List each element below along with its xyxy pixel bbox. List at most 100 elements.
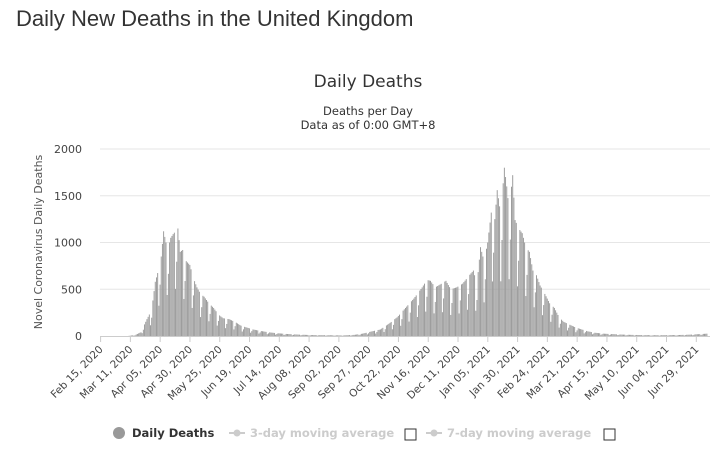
daily-deaths-bar[interactable]: [215, 311, 217, 336]
daily-deaths-bar[interactable]: [640, 335, 642, 336]
daily-deaths-bar[interactable]: [568, 327, 570, 336]
daily-deaths-bar[interactable]: [675, 335, 677, 337]
daily-deaths-bar[interactable]: [408, 321, 410, 336]
daily-deaths-bar[interactable]: [686, 334, 688, 336]
daily-deaths-bar[interactable]: [396, 317, 398, 336]
daily-deaths-bar[interactable]: [246, 327, 248, 336]
daily-deaths-bar[interactable]: [198, 291, 200, 336]
3-day-moving-average-checkbox[interactable]: [404, 428, 417, 441]
daily-deaths-bar[interactable]: [619, 334, 621, 336]
daily-deaths-bar[interactable]: [601, 334, 603, 336]
daily-deaths-bar[interactable]: [487, 242, 489, 337]
daily-deaths-bar[interactable]: [185, 261, 187, 336]
daily-deaths-bar[interactable]: [693, 334, 695, 336]
daily-deaths-bar[interactable]: [139, 332, 141, 336]
daily-deaths-bar[interactable]: [481, 251, 483, 336]
daily-deaths-bar[interactable]: [555, 310, 557, 336]
daily-deaths-bar[interactable]: [495, 204, 497, 336]
daily-deaths-bar[interactable]: [415, 295, 417, 336]
daily-deaths-bar[interactable]: [468, 294, 470, 336]
daily-deaths-bar[interactable]: [326, 335, 328, 336]
daily-deaths-bar[interactable]: [279, 333, 281, 336]
daily-deaths-bar[interactable]: [216, 325, 218, 336]
daily-deaths-bar[interactable]: [681, 334, 683, 336]
daily-deaths-bar[interactable]: [327, 335, 329, 336]
daily-deaths-bar[interactable]: [643, 335, 645, 336]
daily-deaths-bar[interactable]: [533, 307, 535, 336]
daily-deaths-bar[interactable]: [490, 212, 492, 336]
daily-deaths-bar[interactable]: [379, 329, 381, 336]
daily-deaths-bar[interactable]: [391, 329, 393, 336]
daily-deaths-bar[interactable]: [257, 330, 259, 336]
daily-deaths-bar[interactable]: [151, 317, 153, 336]
daily-deaths-bar[interactable]: [197, 289, 199, 336]
daily-deaths-bar[interactable]: [474, 275, 476, 336]
daily-deaths-bar[interactable]: [315, 335, 317, 336]
daily-deaths-bar[interactable]: [558, 327, 560, 336]
daily-deaths-bar[interactable]: [346, 335, 348, 336]
daily-deaths-bar[interactable]: [150, 325, 151, 336]
daily-deaths-bar[interactable]: [609, 334, 611, 336]
daily-deaths-bar[interactable]: [316, 335, 318, 337]
daily-deaths-bar[interactable]: [227, 318, 229, 336]
daily-deaths-bar[interactable]: [166, 294, 168, 336]
daily-deaths-bar[interactable]: [402, 310, 404, 336]
daily-deaths-bar[interactable]: [414, 297, 416, 336]
daily-deaths-bar[interactable]: [366, 334, 368, 336]
daily-deaths-bar[interactable]: [567, 330, 568, 336]
daily-deaths-bar[interactable]: [466, 309, 468, 336]
daily-deaths-bar[interactable]: [440, 283, 442, 336]
daily-deaths-bar[interactable]: [213, 307, 215, 336]
daily-deaths-bar[interactable]: [614, 334, 616, 336]
daily-deaths-bar[interactable]: [364, 333, 366, 336]
daily-deaths-bar[interactable]: [130, 335, 132, 337]
daily-deaths-bar[interactable]: [294, 334, 296, 336]
daily-deaths-bar[interactable]: [399, 314, 400, 336]
daily-deaths-bar[interactable]: [497, 198, 499, 336]
daily-deaths-bar[interactable]: [283, 334, 285, 336]
daily-deaths-bar[interactable]: [351, 335, 353, 336]
daily-deaths-bar[interactable]: [260, 331, 262, 336]
daily-deaths-bar[interactable]: [544, 293, 546, 336]
bar-series-daily-deaths[interactable]: [128, 167, 708, 337]
daily-deaths-bar[interactable]: [409, 312, 411, 337]
daily-deaths-bar[interactable]: [430, 280, 431, 336]
daily-deaths-bar[interactable]: [217, 320, 219, 336]
daily-deaths-bar[interactable]: [594, 332, 596, 336]
daily-deaths-bar[interactable]: [293, 334, 294, 336]
daily-deaths-bar[interactable]: [574, 327, 576, 336]
daily-deaths-bar[interactable]: [182, 249, 184, 336]
daily-deaths-bar[interactable]: [670, 335, 672, 336]
daily-deaths-bar[interactable]: [577, 328, 579, 336]
daily-deaths-bar[interactable]: [132, 335, 134, 336]
daily-deaths-bar[interactable]: [169, 242, 171, 337]
daily-deaths-bar[interactable]: [173, 232, 175, 336]
daily-deaths-bar[interactable]: [225, 328, 227, 336]
daily-deaths-bar[interactable]: [602, 333, 604, 336]
daily-deaths-bar[interactable]: [256, 330, 258, 336]
daily-deaths-bar[interactable]: [519, 230, 521, 336]
daily-deaths-bar[interactable]: [631, 334, 633, 336]
daily-deaths-bar[interactable]: [553, 307, 555, 336]
daily-deaths-bar[interactable]: [191, 307, 193, 336]
daily-deaths-bar[interactable]: [203, 296, 205, 336]
daily-deaths-bar[interactable]: [297, 334, 299, 336]
daily-deaths-bar[interactable]: [505, 177, 507, 336]
daily-deaths-bar[interactable]: [522, 237, 524, 336]
daily-deaths-bar[interactable]: [289, 334, 291, 336]
daily-deaths-bar[interactable]: [340, 335, 342, 336]
daily-deaths-bar[interactable]: [551, 314, 553, 336]
daily-deaths-bar[interactable]: [459, 300, 461, 336]
daily-deaths-bar[interactable]: [431, 282, 433, 336]
daily-deaths-bar[interactable]: [564, 322, 566, 336]
daily-deaths-bar[interactable]: [421, 287, 423, 336]
daily-deaths-bar[interactable]: [540, 287, 542, 336]
daily-deaths-bar[interactable]: [129, 335, 131, 337]
daily-deaths-bar[interactable]: [142, 329, 144, 336]
daily-deaths-bar[interactable]: [538, 282, 540, 336]
daily-deaths-bar[interactable]: [634, 335, 636, 336]
daily-deaths-bar[interactable]: [135, 334, 137, 337]
daily-deaths-bar[interactable]: [550, 321, 552, 336]
daily-deaths-bar[interactable]: [695, 334, 697, 336]
daily-deaths-bar[interactable]: [372, 331, 374, 336]
